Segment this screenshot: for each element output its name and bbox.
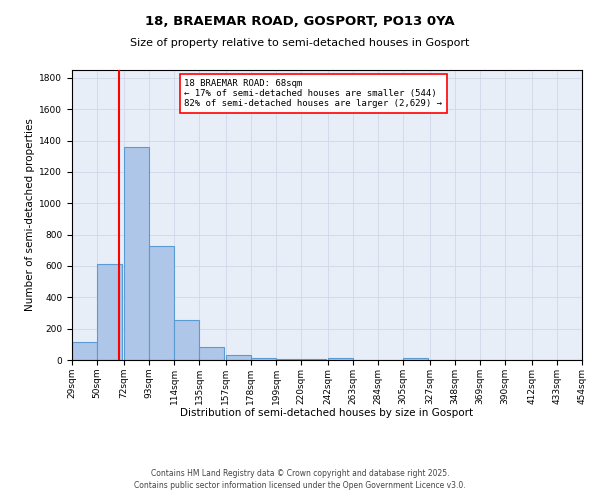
Bar	[276, 359, 301, 360]
Bar	[328, 358, 353, 360]
Bar	[226, 354, 251, 360]
Bar	[149, 246, 174, 360]
Bar	[174, 320, 199, 360]
Bar	[72, 342, 97, 360]
Y-axis label: Number of semi-detached properties: Number of semi-detached properties	[25, 118, 35, 312]
Bar	[124, 147, 149, 360]
Bar	[403, 358, 428, 360]
Bar	[301, 359, 326, 360]
Text: Size of property relative to semi-detached houses in Gosport: Size of property relative to semi-detach…	[130, 38, 470, 48]
Text: 18, BRAEMAR ROAD, GOSPORT, PO13 0YA: 18, BRAEMAR ROAD, GOSPORT, PO13 0YA	[145, 15, 455, 28]
Bar	[199, 348, 224, 360]
Bar	[251, 358, 276, 360]
X-axis label: Distribution of semi-detached houses by size in Gosport: Distribution of semi-detached houses by …	[181, 408, 473, 418]
Text: Contains HM Land Registry data © Crown copyright and database right 2025.
Contai: Contains HM Land Registry data © Crown c…	[134, 468, 466, 490]
Bar	[97, 264, 122, 360]
Text: 18 BRAEMAR ROAD: 68sqm
← 17% of semi-detached houses are smaller (544)
82% of se: 18 BRAEMAR ROAD: 68sqm ← 17% of semi-det…	[184, 78, 442, 108]
